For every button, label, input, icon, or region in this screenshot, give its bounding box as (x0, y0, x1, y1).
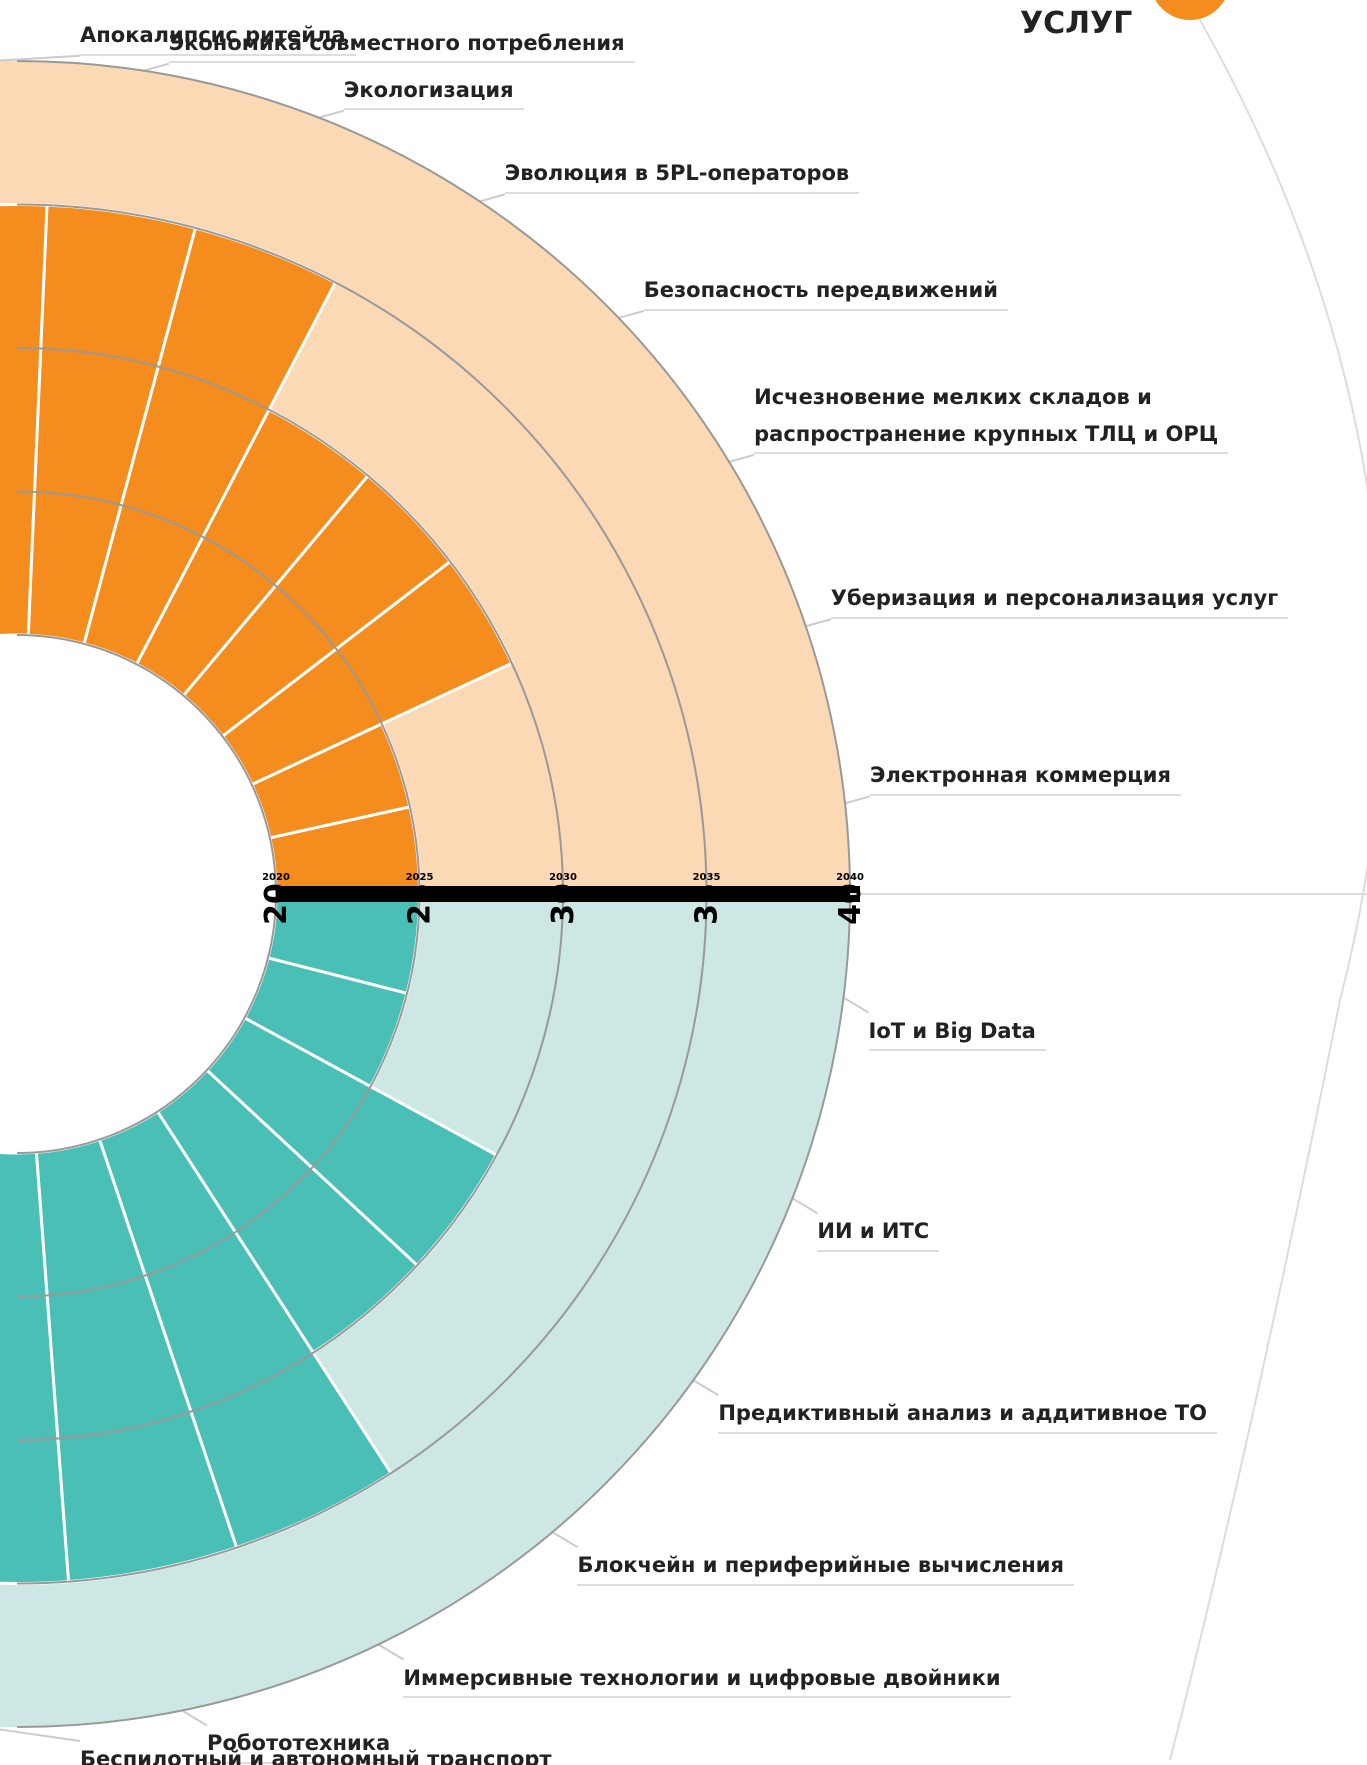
category-label: Предиктивный анализ и аддитивное ТО (718, 1395, 1217, 1434)
x-tick-big-label: 35 (690, 883, 725, 925)
leader (692, 1379, 719, 1397)
x-tick-big-label: 40 (833, 883, 868, 925)
leader (843, 996, 870, 1014)
category-label: Апокалипсис ритейла (80, 17, 356, 56)
leader (844, 795, 871, 805)
badge (1155, 0, 1225, 20)
x-tick-big-label: 20 (259, 883, 294, 925)
x-tick-label: 2035 (693, 872, 721, 883)
category-label: Электронная коммерция (870, 757, 1181, 797)
category-label: Иммерсивные технологии и цифровые двойни… (403, 1660, 1011, 1699)
category-label: Экономика совместного потребления (168, 25, 635, 64)
leader (318, 109, 345, 119)
leader (0, 1728, 81, 1742)
leader (143, 62, 169, 72)
x-tick-label: 2030 (549, 872, 577, 883)
leader (479, 193, 506, 203)
category-label: Безопасность передвижений (643, 272, 1008, 311)
x-tick-label: 2025 (406, 872, 434, 883)
sector (0, 203, 49, 638)
category-label: IoT и Big Data (868, 1013, 1046, 1052)
category-label: ИИ и ИТС (817, 1213, 940, 1253)
leader (728, 453, 755, 463)
grid-ring (16, 634, 277, 1154)
leader (805, 618, 832, 628)
leader (0, 54, 81, 62)
x-tick-big-label: 30 (546, 883, 581, 925)
x-tick-label: 2020 (262, 872, 290, 883)
category-label: Уберизация и персонализация услуг (830, 580, 1289, 619)
category-label: Беспилотный и автономный транспорт (80, 1741, 562, 1765)
x-tick-big-label: 25 (403, 883, 438, 925)
category-label: Экологизация (343, 72, 524, 111)
leader (377, 1643, 404, 1661)
category-label: Исчезновение мелких складов и распростра… (754, 379, 1229, 455)
category-label: Робототехника (207, 1725, 401, 1765)
leader (181, 1709, 208, 1727)
heading: УСЛУГ (1020, 6, 1133, 41)
leader (551, 1531, 578, 1548)
axis-bar (276, 886, 860, 902)
category-label: Блокчейн и периферийные вычисления (577, 1547, 1075, 1586)
category-label: Эволюция в 5PL-операторов (504, 155, 860, 195)
leader (618, 310, 644, 319)
x-tick-label: 2040 (836, 872, 864, 883)
outer-arc (1169, 19, 1367, 1761)
leader (791, 1197, 818, 1215)
